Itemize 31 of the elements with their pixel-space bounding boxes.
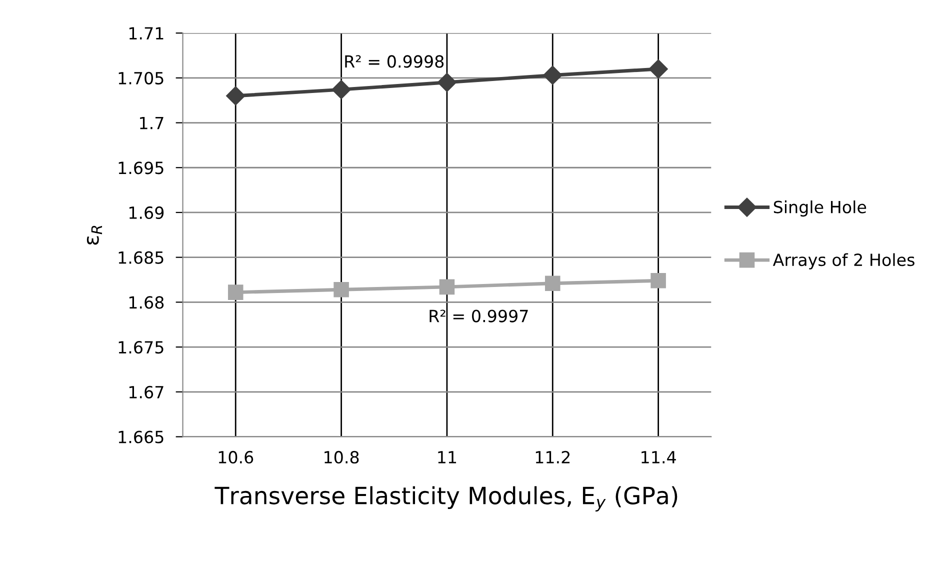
point	[437, 72, 456, 92]
y-tick-label: 1.67	[129, 386, 164, 398]
x-tick-label: 11	[438, 451, 456, 464]
annotation: R² = 0.9997	[430, 310, 528, 322]
y-tick-label: 1.705	[118, 72, 164, 84]
point	[544, 276, 560, 291]
y-tick-label: 1.7	[140, 116, 164, 130]
legend-label: Single Hole	[774, 200, 866, 217]
point	[334, 282, 349, 298]
x-tick-label: 11.4	[642, 451, 676, 464]
point	[650, 273, 666, 288]
point	[439, 279, 455, 295]
point	[648, 59, 668, 78]
point	[228, 284, 244, 300]
x-axis-title: Transverse Elasticity Modules, E$_{y}$ (GPa)	[214, 486, 678, 512]
y-tick-label: 1.69	[129, 206, 164, 220]
y-tick-label: 1.71	[129, 27, 164, 40]
legend-label: Arrays of 2 Holes	[772, 253, 914, 270]
x-tick-label: 10.8	[324, 450, 359, 464]
point	[226, 86, 246, 106]
x-tick-label: 11.2	[536, 450, 570, 464]
annotation: R² = 0.9998	[345, 55, 444, 68]
y-tick-label: 1.695	[118, 162, 164, 174]
y-tick-label: 1.685	[118, 251, 164, 264]
point	[332, 80, 351, 100]
x-tick-label: 10.6	[218, 450, 254, 464]
y-tick-label: 1.675	[118, 340, 164, 354]
point	[543, 66, 562, 85]
y-tick-label: 1.665	[118, 430, 164, 444]
y-tick-label: 1.68	[129, 296, 164, 309]
y-axis-title: ε$_{R}$	[86, 226, 102, 245]
